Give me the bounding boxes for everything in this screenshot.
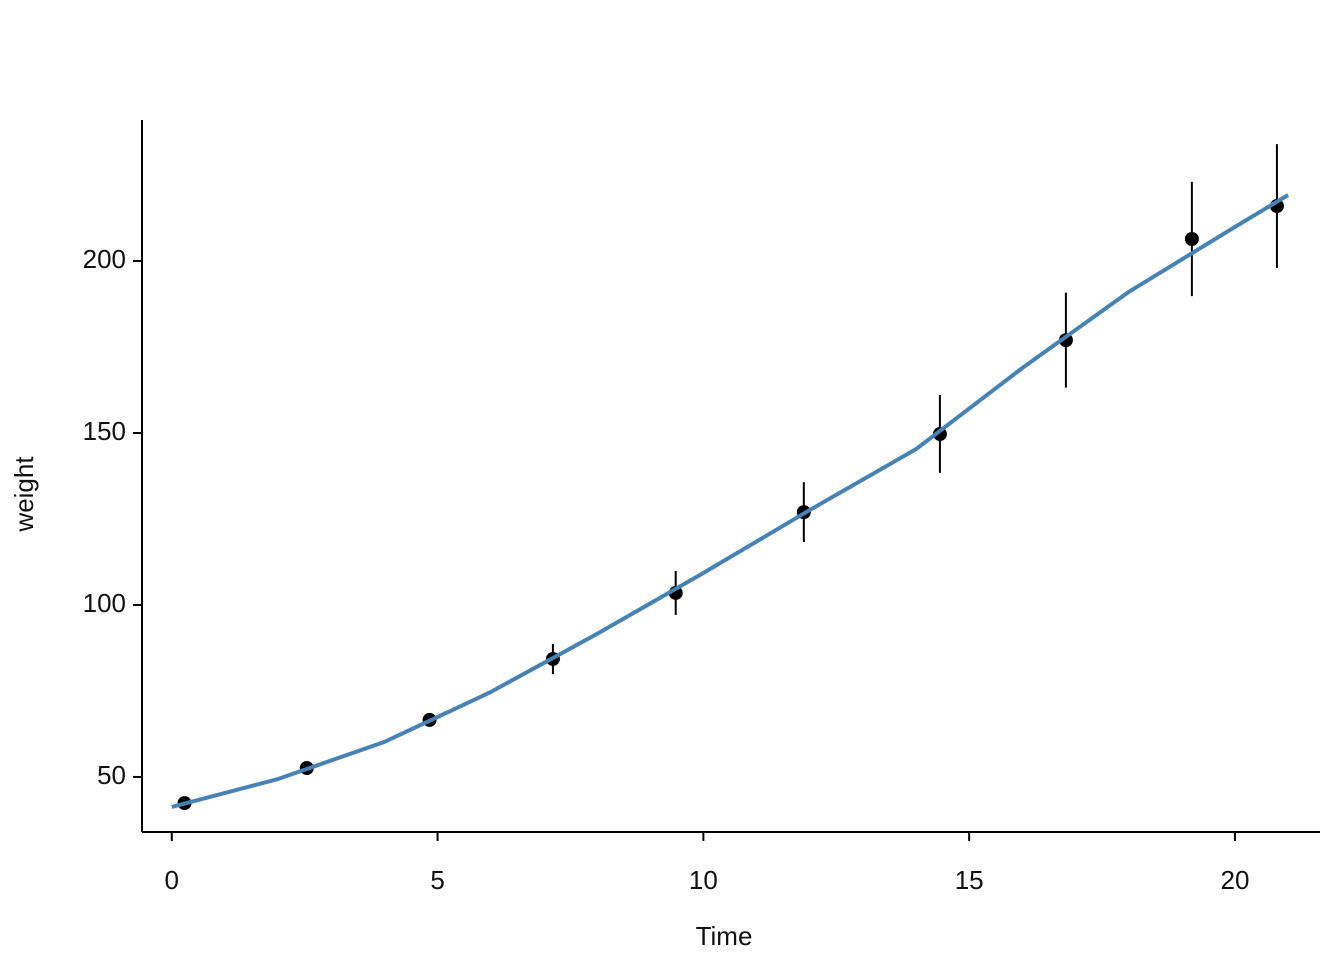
point (1184, 232, 1199, 247)
y-tick-label: 100 (83, 588, 126, 618)
y-tick-label: 200 (83, 244, 126, 274)
fit-line (171, 193, 1290, 809)
x-tick-label: 0 (165, 865, 179, 895)
x-tick-label: 15 (955, 865, 984, 895)
x-tick-label: 20 (1220, 865, 1249, 895)
y-tick-label: 50 (97, 760, 126, 790)
x-tick-label: 5 (430, 865, 444, 895)
x-axis-label: Time (696, 921, 753, 951)
y-axis-label: weight (9, 456, 39, 533)
y-tick-label: 150 (83, 416, 126, 446)
x-tick-label: 10 (689, 865, 718, 895)
